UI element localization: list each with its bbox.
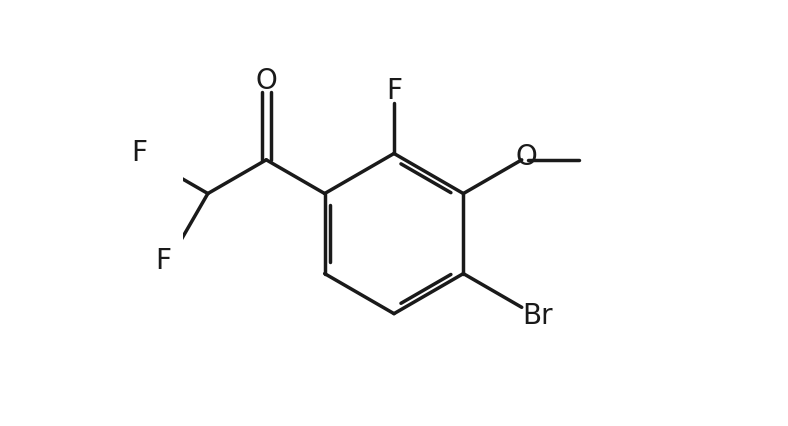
Text: F: F — [155, 246, 172, 274]
Text: F: F — [131, 139, 147, 167]
Text: O: O — [515, 142, 537, 170]
Text: O: O — [255, 66, 277, 95]
Text: F: F — [386, 77, 402, 105]
Text: Br: Br — [522, 301, 553, 329]
